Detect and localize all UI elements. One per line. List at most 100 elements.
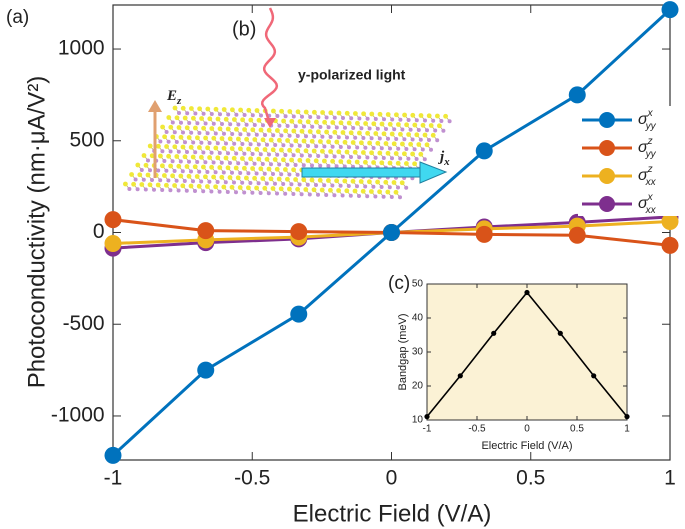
atom	[324, 115, 329, 120]
atom	[396, 122, 401, 127]
atom	[293, 124, 298, 129]
atom	[422, 132, 428, 138]
field-symbol: E	[166, 88, 177, 104]
atom	[299, 192, 304, 197]
atom	[303, 109, 309, 115]
atom	[176, 149, 181, 154]
atom	[332, 115, 337, 120]
atom	[422, 157, 427, 162]
atom	[181, 130, 185, 135]
legend-superscript: x	[647, 192, 654, 203]
atom	[148, 168, 152, 173]
marker	[557, 330, 563, 336]
atom	[248, 142, 253, 147]
panel-b-label: (b)	[232, 18, 256, 40]
atom	[447, 119, 452, 124]
atom	[174, 154, 180, 159]
atom	[330, 158, 335, 164]
x-tick-label: -0.5	[234, 466, 270, 489]
plot-area	[426, 283, 628, 421]
atom	[297, 119, 303, 124]
x-tick-label: 1	[664, 466, 676, 489]
atom	[361, 136, 366, 140]
atom	[221, 170, 226, 175]
atom	[336, 110, 342, 116]
x-tick-label: -1	[104, 466, 123, 489]
atom	[246, 107, 252, 113]
atom	[307, 129, 313, 134]
atom	[317, 177, 323, 183]
atom	[314, 183, 318, 187]
atom	[209, 189, 214, 194]
atom	[295, 186, 300, 192]
atom	[308, 153, 312, 158]
atom	[340, 193, 345, 198]
marker	[568, 226, 586, 244]
atom	[391, 180, 397, 185]
atom	[345, 135, 349, 140]
atom	[211, 135, 217, 141]
atom	[387, 160, 393, 166]
atom	[230, 107, 235, 113]
atom	[412, 147, 417, 152]
y-tick-label: 1000	[58, 37, 105, 60]
atom	[291, 153, 296, 158]
atom	[424, 142, 430, 148]
atom	[227, 136, 233, 142]
atom	[180, 105, 186, 111]
atom	[199, 116, 205, 121]
atom	[437, 123, 442, 129]
atom	[226, 112, 231, 117]
atom	[404, 147, 409, 151]
atom	[344, 188, 350, 194]
atom	[291, 192, 296, 196]
atom	[433, 128, 438, 133]
atom	[353, 111, 358, 116]
atom	[252, 137, 258, 142]
marker	[197, 222, 215, 240]
atom	[373, 194, 378, 199]
atom	[191, 179, 195, 184]
atom	[205, 145, 211, 151]
atom	[322, 183, 327, 188]
atom	[262, 147, 268, 152]
atom	[318, 139, 323, 144]
atom	[277, 137, 282, 143]
atom	[308, 115, 313, 119]
atom	[389, 131, 395, 137]
atom	[367, 179, 372, 185]
marker	[591, 373, 597, 379]
atom	[299, 128, 305, 134]
atom	[236, 136, 241, 142]
atom	[369, 136, 374, 141]
atom	[360, 188, 366, 194]
atom	[273, 143, 278, 147]
atom	[285, 124, 290, 128]
atom	[283, 191, 288, 196]
atom	[277, 123, 282, 128]
legend-label: σz xx	[638, 164, 657, 188]
atom	[240, 156, 245, 161]
x-tick-label: 0.5	[570, 424, 584, 435]
atom	[347, 145, 351, 150]
atom	[213, 170, 218, 175]
atom	[311, 148, 317, 154]
atom	[293, 163, 298, 167]
atom	[406, 132, 411, 137]
atom	[238, 132, 243, 137]
atom	[392, 127, 397, 132]
atom	[350, 178, 356, 184]
atom	[408, 127, 413, 132]
atom	[180, 169, 185, 174]
atom	[412, 122, 418, 128]
atom	[363, 159, 368, 165]
atom	[344, 110, 350, 116]
atom	[328, 110, 334, 116]
atom	[215, 155, 221, 161]
atom	[258, 127, 264, 133]
atom	[275, 128, 280, 133]
atom	[431, 118, 436, 123]
atom	[381, 156, 386, 160]
y-tick-label: -500	[63, 312, 105, 335]
atom	[172, 105, 178, 111]
